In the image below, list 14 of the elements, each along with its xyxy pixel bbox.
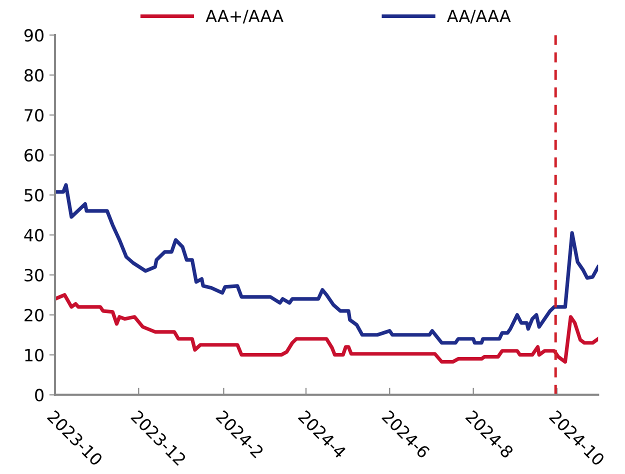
- legend-label: AA/AAA: [447, 10, 511, 24]
- y-tick-label: 30: [24, 268, 44, 282]
- y-tick-label: 60: [24, 148, 44, 162]
- y-tick-label: 90: [24, 29, 44, 42]
- legend-label: AA+/AAA: [206, 10, 284, 24]
- y-tick-label: 50: [24, 188, 44, 202]
- y-tick-label: 0: [35, 388, 44, 402]
- y-tick-label: 70: [24, 108, 44, 122]
- y-tick-label: 20: [24, 308, 44, 322]
- y-tick-label: 40: [24, 228, 44, 242]
- line-series: [55, 183, 598, 345]
- line-series: [55, 293, 598, 364]
- y-tick-label: 80: [24, 69, 44, 82]
- y-tick-label: 10: [25, 348, 44, 362]
